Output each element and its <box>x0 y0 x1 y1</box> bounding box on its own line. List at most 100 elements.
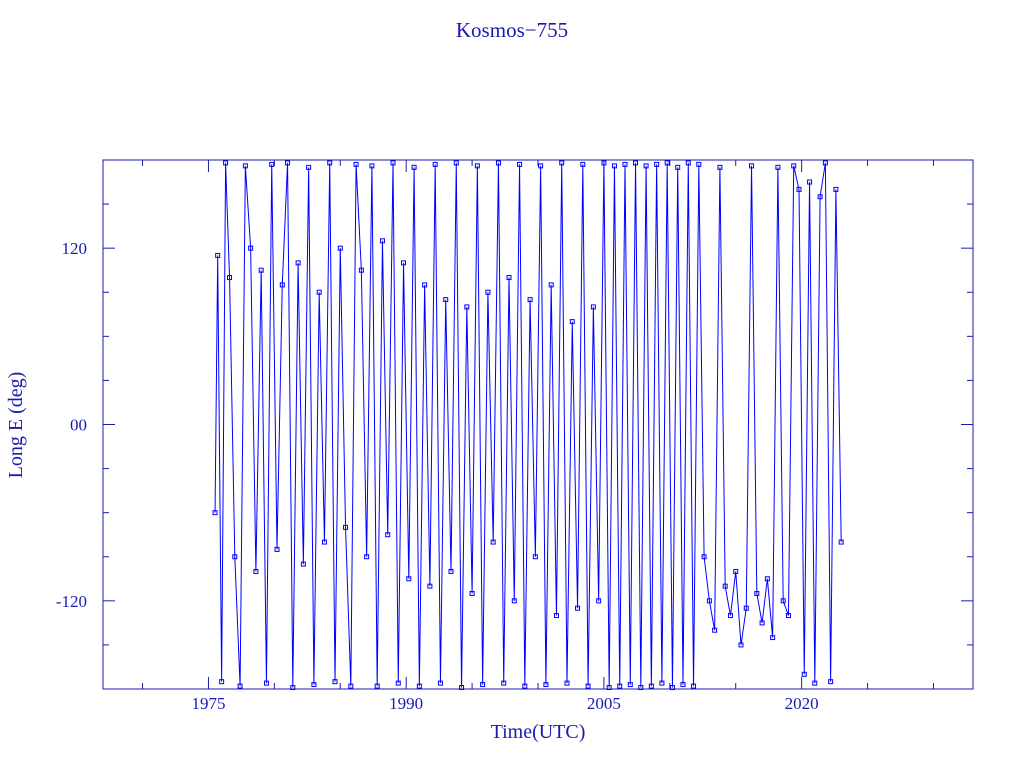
point-marker <box>379 238 385 244</box>
point-marker <box>538 163 544 169</box>
y-tick-label: 00 <box>70 416 87 435</box>
point-marker <box>812 680 818 686</box>
point-marker <box>517 161 523 167</box>
point-marker <box>785 613 791 619</box>
point-marker <box>453 160 459 166</box>
point-marker <box>833 186 839 192</box>
point-marker <box>807 179 813 185</box>
point-marker <box>696 161 702 167</box>
y-axis-label: Long E (deg) <box>5 372 27 479</box>
point-marker <box>738 642 744 648</box>
point-marker <box>411 164 417 170</box>
y-tick-label: -120 <box>56 592 87 611</box>
point-marker <box>253 568 259 574</box>
point-marker <box>469 590 475 596</box>
point-marker <box>817 194 823 200</box>
point-marker <box>643 163 649 169</box>
point-marker <box>369 163 375 169</box>
point-marker <box>822 160 828 166</box>
point-marker <box>327 160 333 166</box>
point-marker <box>617 683 623 689</box>
y-tick-label: 120 <box>62 239 88 258</box>
point-marker <box>727 613 733 619</box>
point-marker <box>606 685 612 691</box>
point-marker <box>295 260 301 266</box>
point-marker <box>675 164 681 170</box>
point-marker <box>321 539 327 545</box>
point-marker <box>796 186 802 192</box>
point-marker <box>348 683 354 689</box>
point-marker <box>622 161 628 167</box>
x-axis-label: Time(UTC) <box>491 721 586 743</box>
point-marker <box>743 605 749 611</box>
point-marker <box>258 267 264 273</box>
point-marker <box>390 160 396 166</box>
point-marker <box>828 679 834 685</box>
point-marker <box>263 680 269 686</box>
point-marker <box>337 245 343 251</box>
point-marker <box>654 161 660 167</box>
point-marker <box>448 568 454 574</box>
point-marker <box>358 267 364 273</box>
point-marker <box>343 524 349 530</box>
point-marker <box>223 160 229 166</box>
point-marker <box>559 160 565 166</box>
point-marker <box>432 161 438 167</box>
point-marker <box>212 510 218 516</box>
point-marker <box>385 532 391 538</box>
point-marker <box>511 598 517 604</box>
point-marker <box>780 598 786 604</box>
point-marker <box>274 546 280 552</box>
point-marker <box>596 598 602 604</box>
point-marker <box>717 164 723 170</box>
point-marker <box>838 539 844 545</box>
point-marker <box>611 163 617 169</box>
x-tick-label: 2005 <box>587 694 621 713</box>
point-marker <box>227 275 233 281</box>
point-marker <box>232 554 238 560</box>
point-marker <box>764 576 770 582</box>
point-marker <box>633 160 639 166</box>
series-line <box>214 162 842 688</box>
point-marker <box>733 568 739 574</box>
point-marker <box>638 685 644 691</box>
point-marker <box>522 683 528 689</box>
point-marker <box>480 682 486 688</box>
point-marker <box>590 304 596 310</box>
chart-title: Kosmos−755 <box>456 18 568 42</box>
point-marker <box>627 682 633 688</box>
point-marker <box>553 613 559 619</box>
point-marker <box>406 576 412 582</box>
point-marker <box>464 304 470 310</box>
point-marker <box>215 253 221 259</box>
point-marker <box>754 590 760 596</box>
point-marker <box>285 160 291 166</box>
point-marker <box>680 682 686 688</box>
point-marker <box>801 671 807 677</box>
point-marker <box>300 561 306 567</box>
point-marker <box>306 164 312 170</box>
point-marker <box>664 160 670 166</box>
x-tick-label: 1975 <box>191 694 225 713</box>
point-marker <box>401 260 407 266</box>
point-marker <box>712 627 718 633</box>
point-marker <box>527 297 533 303</box>
point-marker <box>669 685 675 691</box>
point-marker <box>237 683 243 689</box>
point-marker <box>601 160 607 166</box>
point-marker <box>248 245 254 251</box>
point-marker <box>437 680 443 686</box>
point-marker <box>564 680 570 686</box>
point-marker <box>269 161 275 167</box>
point-marker <box>422 282 428 288</box>
point-marker <box>685 160 691 166</box>
point-marker <box>395 680 401 686</box>
point-marker <box>749 163 755 169</box>
point-marker <box>316 289 322 295</box>
point-marker <box>691 683 697 689</box>
point-marker <box>548 282 554 288</box>
point-marker <box>485 289 491 295</box>
point-marker <box>569 319 575 325</box>
point-marker <box>648 683 654 689</box>
point-marker <box>353 161 359 167</box>
